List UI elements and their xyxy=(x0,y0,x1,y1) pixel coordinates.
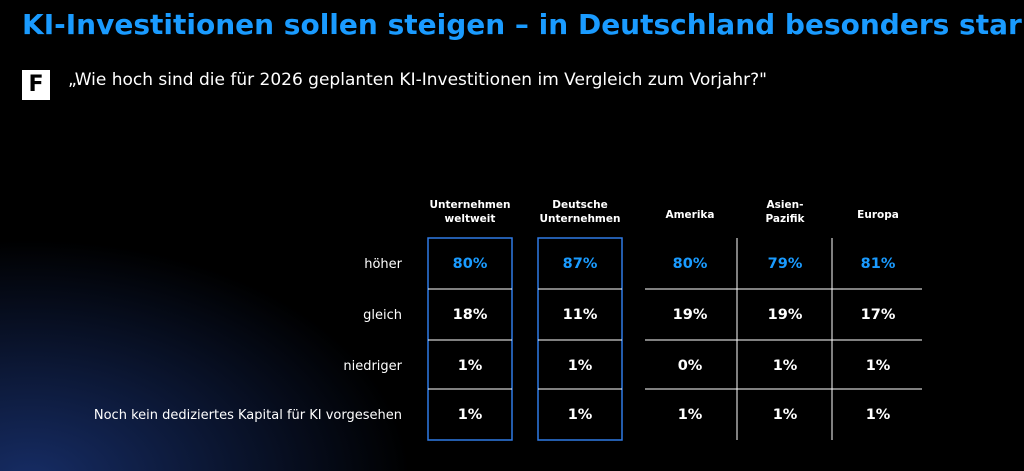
highlight-box-column-1 xyxy=(537,237,623,441)
cell-value-r2-c0: 1% xyxy=(458,358,483,374)
column-header-3-line-0: Asien- xyxy=(767,199,804,211)
cell-value-r1-c4: 17% xyxy=(861,307,896,323)
cell-value-r3-c2: 1% xyxy=(678,407,703,423)
cell-value-r1-c1: 11% xyxy=(563,307,598,323)
row-label-1: gleich xyxy=(363,308,402,323)
cell-value-r2-c4: 1% xyxy=(866,358,891,374)
row-label-2: niedriger xyxy=(343,359,402,374)
cell-value-r0-c2: 80% xyxy=(673,256,708,272)
row-label-0: höher xyxy=(364,257,402,272)
question-text: „Wie hoch sind die für 2026 geplanten KI… xyxy=(68,70,767,90)
cell-value-r0-c4: 81% xyxy=(861,256,896,272)
highlight-box-column-0 xyxy=(427,237,513,441)
column-header-1-line-1: Unternehmen xyxy=(540,213,621,225)
page-title: KI-Investitionen sollen steigen – in Deu… xyxy=(22,8,1024,41)
cell-value-r2-c2: 0% xyxy=(678,358,703,374)
column-header-0-line-0: Unternehmen xyxy=(430,199,511,211)
row-label-3: Noch kein dediziertes Kapital für KI vor… xyxy=(94,408,402,423)
column-header-0-line-1: weltweit xyxy=(445,213,496,225)
cell-value-r1-c3: 19% xyxy=(768,307,803,323)
column-header-4-line-0: Europa xyxy=(857,209,899,221)
cell-value-r3-c0: 1% xyxy=(458,407,483,423)
cell-value-r0-c3: 79% xyxy=(768,256,803,272)
cell-value-r2-c1: 1% xyxy=(568,358,593,374)
column-header-1-line-0: Deutsche xyxy=(552,199,607,211)
cell-value-r3-c3: 1% xyxy=(773,407,798,423)
question-badge: F xyxy=(22,70,50,100)
cell-value-r2-c3: 1% xyxy=(773,358,798,374)
cell-value-r3-c4: 1% xyxy=(866,407,891,423)
column-header-2-line-0: Amerika xyxy=(665,209,714,221)
cell-value-r3-c1: 1% xyxy=(568,407,593,423)
cell-value-r0-c1: 87% xyxy=(563,256,598,272)
cell-value-r1-c0: 18% xyxy=(453,307,488,323)
cell-value-r0-c0: 80% xyxy=(453,256,488,272)
column-header-3-line-1: Pazifik xyxy=(766,213,806,225)
cell-value-r1-c2: 19% xyxy=(673,307,708,323)
